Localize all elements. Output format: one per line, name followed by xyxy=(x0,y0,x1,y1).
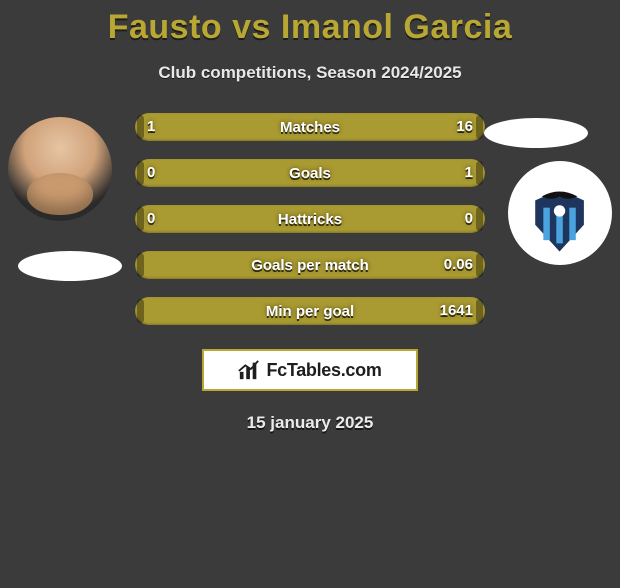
stat-bar: Min per goal 1641 xyxy=(135,297,485,325)
right-avatar xyxy=(508,161,612,265)
stat-bar: 0 Hattricks 0 xyxy=(135,205,485,233)
stat-bar-fill-right xyxy=(476,161,483,185)
left-flag-ellipse xyxy=(18,251,122,281)
stat-value-left: 0 xyxy=(147,210,155,227)
brand-text: FcTables.com xyxy=(266,360,381,381)
right-flag-ellipse xyxy=(484,118,588,148)
stat-value-left: 0 xyxy=(147,164,155,181)
stat-value-right: 0 xyxy=(465,210,473,227)
player-photo-placeholder xyxy=(8,117,112,221)
subtitle: Club competitions, Season 2024/2025 xyxy=(0,63,620,83)
stat-bar-fill-right xyxy=(476,115,483,139)
stat-bar-fill-right xyxy=(476,207,483,231)
stat-value-right: 0.06 xyxy=(444,256,473,273)
stat-bar-fill-left xyxy=(137,207,144,231)
stat-label: Min per goal xyxy=(266,303,354,320)
stat-label: Goals xyxy=(289,165,331,182)
stat-value-right: 1641 xyxy=(440,302,473,319)
brand-card: FcTables.com xyxy=(202,349,418,391)
stat-bars: 1 Matches 16 0 Goals 1 0 Hattricks 0 Goals per ma… xyxy=(135,113,485,325)
left-avatar xyxy=(8,117,112,221)
stat-bar-fill-right xyxy=(476,299,483,323)
page-title: Fausto vs Imanol Garcia xyxy=(0,8,620,47)
stat-bar-fill-left xyxy=(137,161,144,185)
stat-value-left: 1 xyxy=(147,118,155,135)
stat-label: Hattricks xyxy=(278,211,342,228)
club-crest xyxy=(508,161,612,265)
date-text: 15 january 2025 xyxy=(0,413,620,433)
stat-bar: 1 Matches 16 xyxy=(135,113,485,141)
crest-icon xyxy=(519,172,600,253)
stat-value-right: 1 xyxy=(465,164,473,181)
stat-bar-fill-right xyxy=(476,253,483,277)
comparison-panel: 1 Matches 16 0 Goals 1 0 Hattricks 0 Goals per ma… xyxy=(0,113,620,433)
stat-label: Matches xyxy=(280,119,340,136)
stat-bar-fill-left xyxy=(137,299,144,323)
stat-bar: 0 Goals 1 xyxy=(135,159,485,187)
stat-value-right: 16 xyxy=(456,118,473,135)
stat-label: Goals per match xyxy=(251,257,369,274)
stat-bar-fill-left xyxy=(137,253,144,277)
stat-bar-fill-left xyxy=(137,115,144,139)
stat-bar: Goals per match 0.06 xyxy=(135,251,485,279)
bar-chart-icon xyxy=(238,359,260,381)
